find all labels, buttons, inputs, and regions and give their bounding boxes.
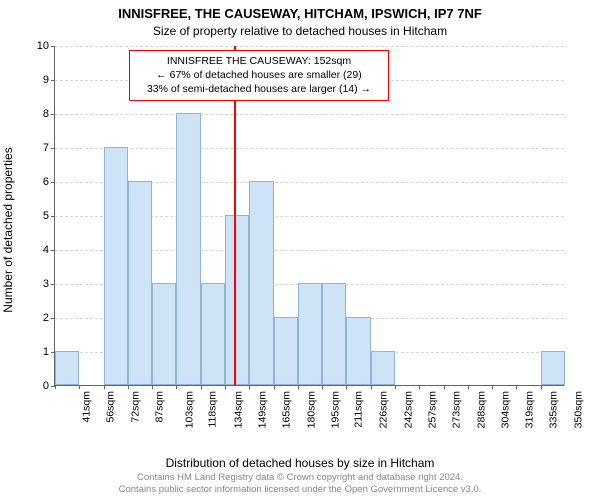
ytick-label: 3: [43, 278, 55, 290]
xtick-mark: [468, 385, 469, 389]
xtick-label: 211sqm: [353, 391, 365, 428]
footer-attribution: Contains HM Land Registry data © Crown c…: [0, 472, 600, 496]
xtick-mark: [444, 385, 445, 389]
xtick-mark: [225, 385, 226, 389]
xtick-label: 149sqm: [256, 391, 268, 428]
ytick-label: 6: [43, 176, 55, 188]
histogram-bar: [55, 351, 79, 385]
xtick-mark: [274, 385, 275, 389]
ytick-label: 7: [43, 142, 55, 154]
xtick-label: 335sqm: [548, 391, 560, 428]
chart-title-sub: Size of property relative to detached ho…: [0, 24, 600, 38]
xtick-mark: [152, 385, 153, 389]
xtick-label: 118sqm: [207, 391, 219, 428]
xtick-label: 165sqm: [281, 391, 293, 428]
xtick-label: 134sqm: [232, 391, 244, 428]
gridline-h: [55, 114, 564, 115]
xtick-mark: [346, 385, 347, 389]
histogram-bar: [128, 181, 152, 385]
annotation-line: ← 67% of detached houses are smaller (29…: [136, 68, 382, 82]
xtick-mark: [492, 385, 493, 389]
xtick-label: 87sqm: [153, 391, 165, 423]
histogram-chart: INNISFREE, THE CAUSEWAY, HITCHAM, IPSWIC…: [0, 0, 600, 500]
xtick-label: 72sqm: [129, 391, 141, 423]
xtick-mark: [298, 385, 299, 389]
xtick-label: 257sqm: [426, 391, 438, 428]
histogram-bar: [104, 147, 128, 385]
ytick-label: 4: [43, 244, 55, 256]
ytick-label: 1: [43, 346, 55, 358]
xtick-label: 41sqm: [81, 391, 93, 423]
histogram-bar: [152, 283, 176, 385]
xtick-label: 288sqm: [475, 391, 487, 428]
xtick-mark: [516, 385, 517, 389]
xtick-mark: [176, 385, 177, 389]
ytick-label: 0: [43, 380, 55, 392]
ytick-label: 5: [43, 210, 55, 222]
annotation-line: INNISFREE THE CAUSEWAY: 152sqm: [136, 54, 382, 68]
xtick-label: 350sqm: [572, 391, 584, 428]
xtick-mark: [201, 385, 202, 389]
xtick-label: 319sqm: [524, 391, 536, 428]
ytick-label: 9: [43, 74, 55, 86]
histogram-bar: [346, 317, 370, 385]
xtick-mark: [419, 385, 420, 389]
ytick-label: 2: [43, 312, 55, 324]
xtick-mark: [541, 385, 542, 389]
xtick-mark: [79, 385, 80, 389]
plot-area: 01234567891041sqm56sqm72sqm87sqm103sqm11…: [54, 46, 564, 386]
xtick-label: 195sqm: [329, 391, 341, 428]
footer-line-1: Contains HM Land Registry data © Crown c…: [0, 472, 600, 484]
histogram-bar: [541, 351, 565, 385]
histogram-bar: [176, 113, 200, 385]
xtick-mark: [128, 385, 129, 389]
xtick-mark: [249, 385, 250, 389]
chart-title-main: INNISFREE, THE CAUSEWAY, HITCHAM, IPSWIC…: [0, 6, 600, 21]
gridline-h: [55, 46, 564, 47]
histogram-bar: [225, 215, 249, 385]
xtick-mark: [104, 385, 105, 389]
xtick-mark: [322, 385, 323, 389]
histogram-bar: [322, 283, 346, 385]
y-axis-label: Number of detached properties: [1, 147, 15, 312]
xtick-mark: [395, 385, 396, 389]
annotation-box: INNISFREE THE CAUSEWAY: 152sqm← 67% of d…: [129, 50, 389, 101]
xtick-label: 242sqm: [402, 391, 414, 428]
histogram-bar: [298, 283, 322, 385]
xtick-label: 226sqm: [378, 391, 390, 428]
xtick-label: 56sqm: [105, 391, 117, 423]
x-axis-label: Distribution of detached houses by size …: [0, 456, 600, 470]
xtick-mark: [371, 385, 372, 389]
xtick-label: 304sqm: [499, 391, 511, 428]
histogram-bar: [249, 181, 273, 385]
ytick-label: 8: [43, 108, 55, 120]
histogram-bar: [274, 317, 298, 385]
histogram-bar: [371, 351, 395, 385]
xtick-label: 273sqm: [451, 391, 463, 428]
footer-line-2: Contains public sector information licen…: [0, 484, 600, 496]
ytick-label: 10: [37, 40, 55, 52]
xtick-mark: [55, 385, 56, 389]
xtick-label: 180sqm: [305, 391, 317, 428]
annotation-line: 33% of semi-detached houses are larger (…: [136, 82, 382, 96]
xtick-label: 103sqm: [184, 391, 196, 428]
gridline-h: [55, 148, 564, 149]
histogram-bar: [201, 283, 225, 385]
